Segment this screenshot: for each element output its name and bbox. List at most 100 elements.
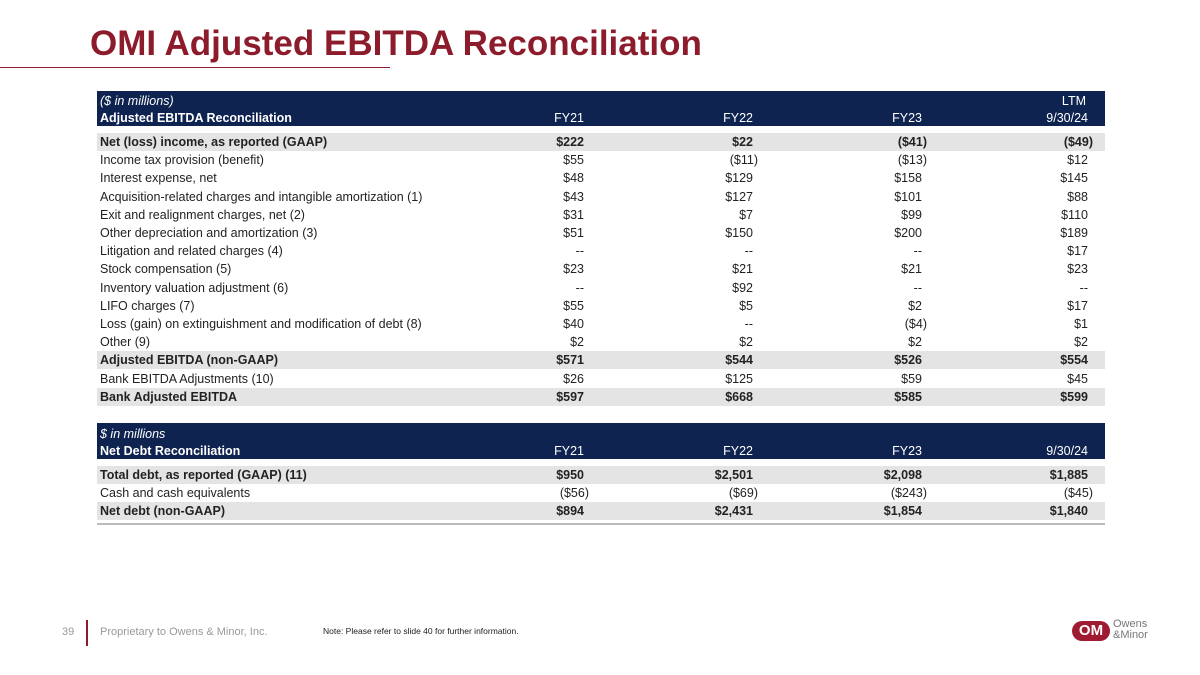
cell-value: $23 xyxy=(1067,262,1088,277)
cell-value: $1,840 xyxy=(1049,504,1088,519)
cell-value: $145 xyxy=(1060,171,1088,186)
cell-value: $17 xyxy=(1067,244,1088,259)
cell-value: $12 xyxy=(1067,153,1088,168)
cell-value: $17 xyxy=(1067,298,1088,313)
row-label: Total debt, as reported (GAAP) (11) xyxy=(100,468,307,482)
row-label: Exit and realignment charges, net (2) xyxy=(100,207,305,222)
row-label: Bank Adjusted EBITDA xyxy=(100,389,238,404)
row-label: LIFO charges (7) xyxy=(100,298,195,313)
row-label: Net debt (non-GAAP) xyxy=(100,504,225,519)
row-label: Cash and cash equivalents xyxy=(100,486,251,501)
cell-value: -- xyxy=(913,244,922,259)
cell-value: ($13) xyxy=(897,153,927,168)
row-label: Income tax provision (benefit) xyxy=(100,153,264,168)
table-row: Other depreciation and amortization (3) $… xyxy=(97,224,1105,242)
cell-value: ($49) xyxy=(1063,135,1093,149)
table2-header: $ in millions Net Debt Reconciliation FY2… xyxy=(97,423,1105,459)
page-number: 39 xyxy=(62,626,75,638)
row-label: Adjusted EBITDA (non-GAAP) xyxy=(100,353,278,368)
cell-value: -- xyxy=(744,317,753,331)
cell-value: $1 xyxy=(1074,317,1088,331)
cell-value: $26 xyxy=(563,371,584,386)
row-label: Interest expense, net xyxy=(100,171,217,186)
cell-value: $2 xyxy=(908,298,922,313)
logo-line: &Minor xyxy=(1113,629,1148,641)
footer-divider xyxy=(86,620,88,646)
cell-value: $950 xyxy=(556,468,584,482)
cell-value: ($45) xyxy=(1063,486,1093,501)
cell-value: $55 xyxy=(563,153,584,168)
table-row: Interest expense, net $48 $129 $158 $145 xyxy=(97,169,1105,187)
cell-value: $7 xyxy=(739,207,753,222)
cell-value: $22 xyxy=(732,135,753,149)
table-row: Other (9) $2 $2 $2 $2 xyxy=(97,333,1105,351)
cell-value: $101 xyxy=(894,189,922,204)
cell-value: $2 xyxy=(739,335,753,350)
cell-value: -- xyxy=(575,244,584,259)
row-label: Inventory valuation adjustment (6) xyxy=(100,280,289,295)
cell-value: $2,501 xyxy=(714,468,753,482)
cell-value: $21 xyxy=(901,262,922,277)
cell-value: $88 xyxy=(1067,189,1088,204)
table-row: Net (loss) income, as reported (GAAP) $22… xyxy=(97,133,1105,151)
table-row: LIFO charges (7) $55 $5 $2 $17 xyxy=(97,297,1105,315)
cell-value: ($243) xyxy=(890,486,927,501)
cell-value: $599 xyxy=(1060,389,1088,404)
column-header: 9/30/24 xyxy=(1046,444,1088,458)
cell-value: $2 xyxy=(570,335,584,350)
cell-value: $2,098 xyxy=(883,468,922,482)
row-label: Bank EBITDA Adjustments (10) xyxy=(100,371,274,386)
table-row: Acquisition-related charges and intangib… xyxy=(97,188,1105,206)
cell-value: -- xyxy=(913,280,922,295)
table-row: Income tax provision (benefit) $55 ($11) ($… xyxy=(97,151,1105,169)
cell-value: $129 xyxy=(725,171,753,186)
table-row: Bank Adjusted EBITDA $597 $668 $585 $599 xyxy=(97,387,1105,406)
table-row: Loss (gain) on extinguishment and modifi… xyxy=(97,315,1105,333)
cell-value: $5 xyxy=(739,298,753,313)
cell-value: -- xyxy=(744,244,753,259)
cell-value: $150 xyxy=(725,226,753,240)
cell-value: ($69) xyxy=(728,486,758,501)
row-label: Litigation and related charges (4) xyxy=(100,244,283,259)
logo-text: Owens &Minor xyxy=(1113,619,1148,641)
column-header: FY23 xyxy=(892,111,922,125)
cell-value: $526 xyxy=(894,353,922,368)
cell-value: $571 xyxy=(556,353,584,368)
title-rule xyxy=(0,67,390,68)
cell-value: $894 xyxy=(556,504,584,519)
row-label: Other (9) xyxy=(100,335,151,350)
row-label: Stock compensation (5) xyxy=(100,262,232,277)
proprietary: Proprietary to Owens & Minor, Inc. xyxy=(100,626,268,638)
unit-note: ($ in millions) xyxy=(100,94,174,108)
table1-header: ($ in millions) LTM Adjusted EBITDA Reco… xyxy=(97,91,1105,126)
cell-value: $99 xyxy=(901,207,922,222)
cell-value: $31 xyxy=(563,207,584,222)
column-header: FY21 xyxy=(554,111,584,125)
row-label: Net (loss) income, as reported (GAAP) xyxy=(100,135,328,149)
cell-value: $127 xyxy=(725,189,753,204)
cell-value: $43 xyxy=(563,189,584,204)
logo-mark: OM xyxy=(1072,621,1110,641)
cell-value: $59 xyxy=(901,371,922,386)
cell-value: $2,431 xyxy=(714,504,753,519)
column-header: FY23 xyxy=(892,444,922,458)
column-title: Adjusted EBITDA Reconciliation xyxy=(100,111,292,125)
ltm-label: LTM xyxy=(1061,94,1086,108)
cell-value: ($11) xyxy=(729,153,758,168)
cell-value: -- xyxy=(1079,280,1088,295)
cell-value: $92 xyxy=(732,280,753,295)
table-row: Inventory valuation adjustment (6) -- $92 -… xyxy=(97,279,1105,297)
table-row: Bank EBITDA Adjustments (10) $26 $125 $59 $4… xyxy=(97,370,1105,388)
cell-value: $554 xyxy=(1060,353,1088,368)
cell-value: $597 xyxy=(556,389,584,404)
table-row: Stock compensation (5) $23 $21 $21 $23 xyxy=(97,260,1105,278)
column-header: FY22 xyxy=(723,111,753,125)
column-header: 9/30/24 xyxy=(1046,111,1088,125)
table-row: Cash and cash equivalents ($56) ($69) ($243… xyxy=(97,484,1105,502)
cell-value: $668 xyxy=(725,389,753,404)
cell-value: $51 xyxy=(563,226,584,240)
cell-value: $2 xyxy=(908,335,922,350)
table-row: Total debt, as reported (GAAP) (11) $950 $… xyxy=(97,466,1105,484)
cell-value: $585 xyxy=(894,389,922,404)
